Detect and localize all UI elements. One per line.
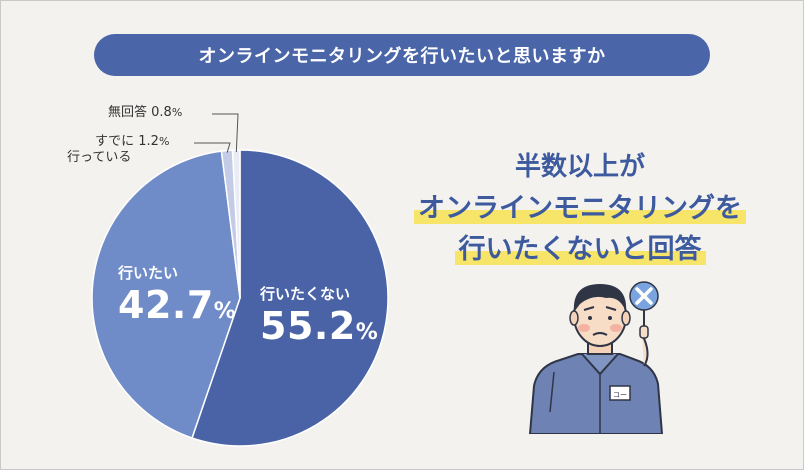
headline-line2-text: オンラインモニタリングを bbox=[414, 193, 746, 224]
label-yes-unit: % bbox=[213, 299, 236, 324]
label-noanswer: 無回答 0.8% bbox=[108, 105, 182, 121]
label-already-value: 1.2 bbox=[138, 134, 159, 149]
label-no-unit: % bbox=[355, 320, 378, 345]
label-already-name1: すでに bbox=[95, 134, 135, 149]
question-title: オンラインモニタリングを行いたいと思いますか bbox=[94, 34, 710, 76]
slice-yes bbox=[91, 150, 241, 439]
label-noanswer-unit: % bbox=[171, 106, 183, 119]
cross-icon bbox=[629, 281, 659, 311]
label-no-name: 行いたくない bbox=[260, 285, 351, 303]
headline-line3: 行いたくないと回答 bbox=[400, 227, 760, 266]
label-no-value: 55.2 bbox=[260, 304, 356, 348]
label-already: すでに 1.2% 行っている bbox=[67, 134, 170, 166]
leader-already bbox=[194, 142, 231, 153]
label-yes: 行いたい 42.7% bbox=[118, 262, 236, 327]
label-yes-name: 行いたい bbox=[118, 264, 179, 282]
label-noanswer-name: 無回答 bbox=[108, 105, 148, 120]
badge-text: コー bbox=[613, 391, 627, 399]
label-yes-value: 42.7 bbox=[118, 283, 214, 327]
label-already-unit: % bbox=[158, 135, 170, 148]
headline-line3-text: 行いたくないと回答 bbox=[454, 234, 706, 265]
label-no: 行いたくない 55.2% bbox=[260, 283, 378, 348]
label-already-name2: 行っている bbox=[67, 150, 132, 165]
headline-line2: オンラインモニタリングを bbox=[400, 186, 760, 225]
label-noanswer-value: 0.8 bbox=[151, 105, 172, 120]
headline-line1: 半数以上が bbox=[514, 152, 645, 182]
leader-noanswer bbox=[212, 113, 239, 153]
person-illustration: コー bbox=[528, 281, 664, 434]
slice-no bbox=[191, 149, 389, 447]
